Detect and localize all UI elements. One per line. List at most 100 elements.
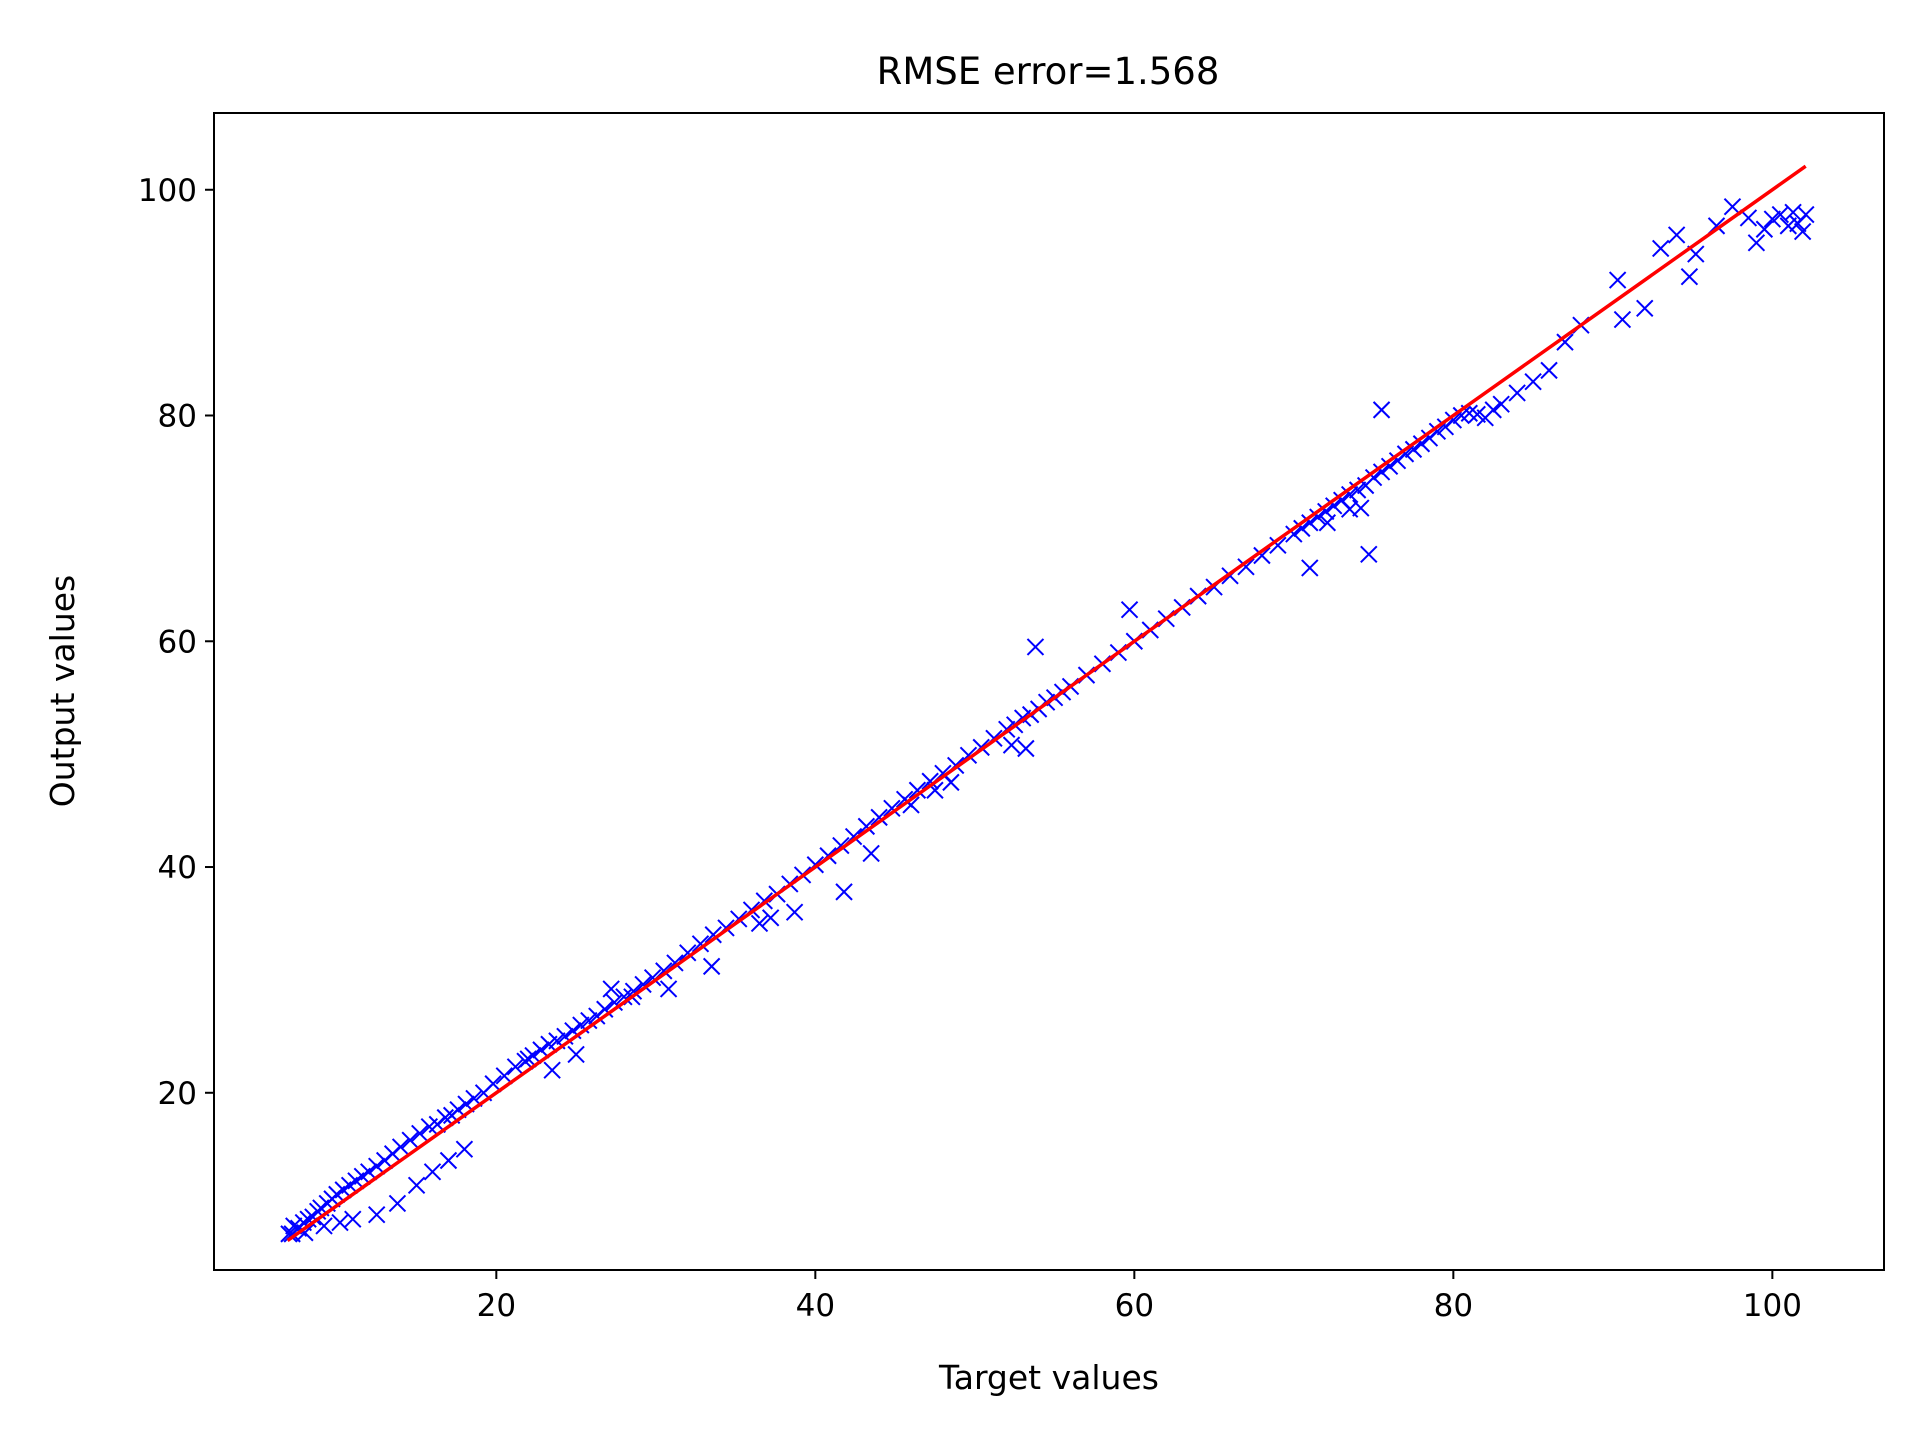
- data-point: [455, 1140, 474, 1158]
- data-point: [1667, 226, 1686, 244]
- data-point: [1380, 457, 1399, 476]
- data-point: [624, 982, 643, 1000]
- data-point: [1636, 299, 1654, 317]
- data-point: [1360, 545, 1378, 564]
- x-tick-label: 80: [1434, 1288, 1473, 1324]
- data-point: [1237, 558, 1255, 576]
- y-axis-label: Output values: [43, 575, 82, 807]
- plot-area: [280, 164, 1815, 1243]
- data-point: [659, 980, 678, 998]
- data-point: [602, 980, 620, 998]
- data-point: [1680, 267, 1699, 286]
- data-point: [439, 1151, 458, 1170]
- data-point: [296, 1224, 314, 1242]
- data-point: [360, 1163, 378, 1181]
- data-point: [691, 935, 710, 953]
- data-point: [1793, 222, 1812, 241]
- data-point: [1340, 485, 1359, 504]
- data-point: [1026, 638, 1045, 656]
- data-point: [315, 1217, 333, 1235]
- y-tick-label: 80: [158, 399, 197, 435]
- data-point: [596, 1000, 614, 1018]
- data-point: [1556, 333, 1574, 351]
- data-point: [484, 1075, 502, 1093]
- data-point: [1508, 384, 1526, 402]
- data-point: [1293, 519, 1311, 538]
- data-point: [1404, 440, 1423, 459]
- data-point: [1396, 445, 1415, 463]
- data-point: [1301, 514, 1319, 532]
- data-point: [1269, 536, 1287, 555]
- y-tick-label: 40: [158, 850, 197, 886]
- data-point: [615, 988, 633, 1006]
- data-point: [1613, 310, 1632, 329]
- data-point: [1492, 395, 1510, 413]
- data-point: [1002, 736, 1021, 754]
- data-point: [506, 1058, 525, 1076]
- data-point: [1444, 411, 1463, 429]
- data-point: [1723, 197, 1742, 216]
- data-point: [367, 1205, 386, 1224]
- data-point: [331, 1213, 349, 1232]
- x-tick-label: 20: [477, 1288, 516, 1324]
- data-point: [1428, 422, 1447, 441]
- data-point: [835, 883, 853, 901]
- data-point: [407, 1176, 426, 1195]
- data-point: [643, 968, 662, 987]
- data-point: [411, 1124, 429, 1143]
- data-point: [519, 1050, 537, 1068]
- data-point: [605, 993, 624, 1012]
- chart-title: RMSE error=1.568: [877, 50, 1220, 93]
- data-point: [436, 1108, 454, 1127]
- data-point: [902, 796, 920, 814]
- data-point: [391, 1138, 410, 1156]
- data-point: [367, 1157, 386, 1175]
- data-point: [543, 1061, 561, 1079]
- data-point: [1120, 600, 1139, 619]
- data-point: [1017, 739, 1035, 758]
- data-point: [921, 772, 939, 790]
- data-point: [702, 957, 721, 976]
- data-point: [1412, 435, 1431, 453]
- data-point: [750, 914, 769, 933]
- data-point: [1309, 508, 1327, 526]
- data-point: [1747, 234, 1766, 252]
- data-point: [908, 781, 927, 799]
- data-point: [1348, 481, 1367, 499]
- data-point: [344, 1210, 362, 1228]
- data-point: [580, 1011, 598, 1030]
- data-point: [1651, 239, 1670, 258]
- data-point: [1608, 271, 1627, 289]
- data-point: [280, 1225, 298, 1243]
- y-tick-label: 60: [158, 624, 197, 660]
- data-point: [1739, 209, 1758, 227]
- y-tick-label: 100: [138, 173, 197, 209]
- data-point: [401, 1131, 419, 1149]
- x-axis-label: Target values: [938, 1358, 1159, 1397]
- data-point: [1755, 220, 1774, 238]
- data-point: [1325, 497, 1343, 515]
- data-point: [857, 817, 876, 836]
- x-tick-label: 100: [1743, 1288, 1802, 1324]
- data-point: [1285, 525, 1303, 543]
- data-point: [942, 773, 960, 792]
- data-point: [1318, 514, 1337, 532]
- data-point: [1484, 401, 1502, 419]
- y-tick-label: 20: [158, 1076, 197, 1112]
- x-tick-label: 40: [796, 1288, 835, 1324]
- data-point: [388, 1194, 407, 1213]
- data-point: [1364, 468, 1383, 487]
- data-point: [785, 903, 804, 921]
- data-point: [1372, 401, 1391, 419]
- data-point: [862, 844, 880, 863]
- data-point: [761, 909, 780, 927]
- data-point: [1797, 205, 1815, 224]
- data-point: [1301, 559, 1319, 577]
- axis-ticks: 20 40 60 80 100 20 40 60 80 100: [138, 173, 1802, 1324]
- data-point: [299, 1210, 317, 1228]
- data-point: [495, 1067, 514, 1085]
- data-point: [704, 926, 722, 944]
- data-point: [870, 808, 888, 827]
- data-point: [679, 944, 697, 962]
